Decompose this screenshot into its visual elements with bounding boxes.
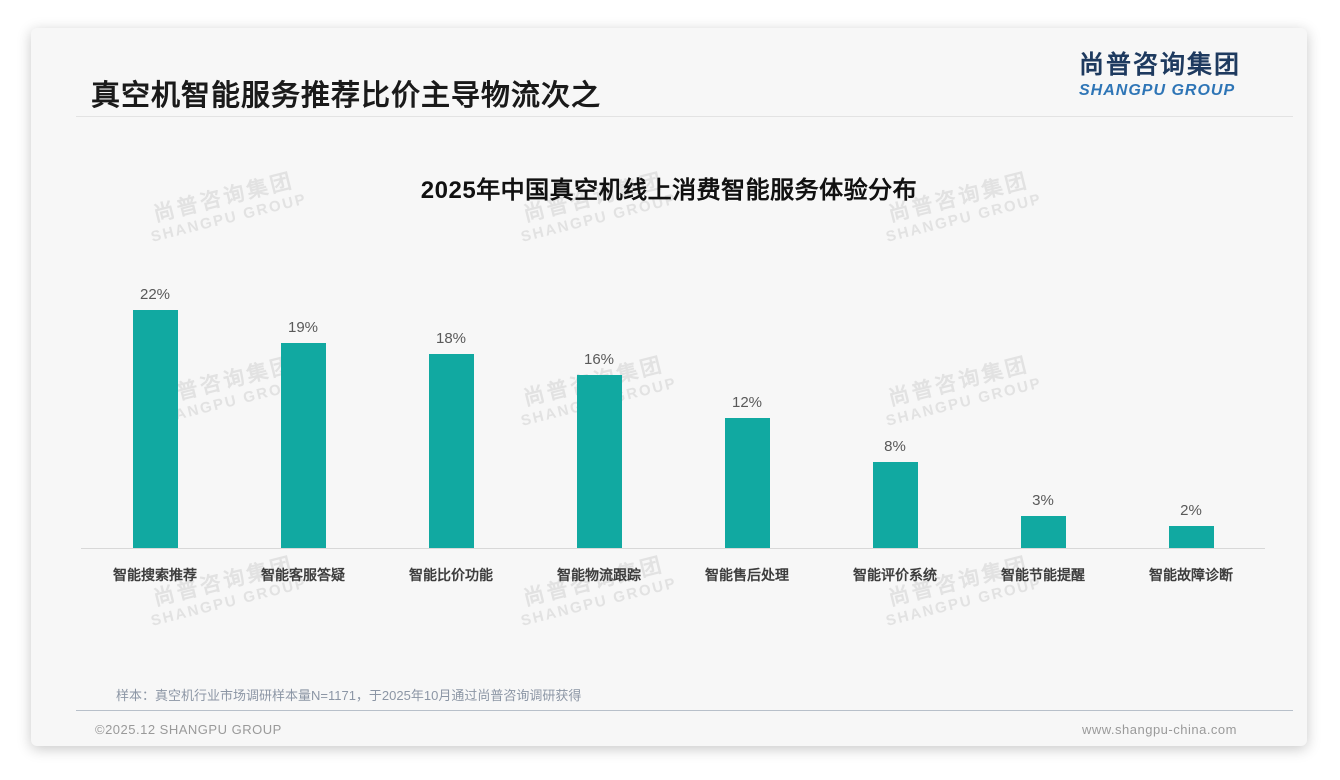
bar-group: 22% [81,278,229,548]
footer-divider [76,710,1293,711]
title-divider [76,116,1293,117]
sample-footnote: 样本：真空机行业市场调研样本量N=1171，于2025年10月通过尚普咨询调研获… [116,688,582,703]
bar-value-label: 16% [583,351,615,368]
x-axis-tick-label: 智能搜索推荐 [113,567,197,583]
bar-value-label: 18% [435,330,467,347]
x-axis-tick-label: 智能客服答疑 [261,567,345,583]
bar [576,375,622,548]
bar [132,310,178,548]
bar [724,418,770,548]
x-axis-line [81,548,1265,549]
bar-value-label: 12% [731,394,763,411]
x-axis-tick-label: 智能物流跟踪 [557,567,641,583]
x-axis-tick-label: 智能故障诊断 [1149,567,1233,583]
x-axis-tick-label: 智能评价系统 [853,567,937,583]
copyright-text: ©2025.12 SHANGPU GROUP [95,722,282,737]
bar-group: 2% [1117,278,1265,548]
bar-value-label: 8% [884,438,906,455]
chart-title: 2025年中国真空机线上消费智能服务体验分布 [420,177,918,204]
x-axis-tick-label: 智能比价功能 [409,567,493,583]
bar [280,343,326,548]
bar-value-label: 3% [1032,492,1054,509]
bar-chart-plot: 22% 19% 18% 16% 12% 8% 3% 2% [81,278,1265,548]
logo-chinese-text: 尚普咨询集团 [1078,51,1241,79]
bar [1168,526,1214,548]
bar-group: 19% [229,278,377,548]
bar-group: 12% [673,278,821,548]
bar-value-label: 19% [287,319,319,336]
bar-group: 18% [377,278,525,548]
bar-group: 16% [525,278,673,548]
website-url: www.shangpu-china.com [1081,722,1237,737]
x-axis-labels: 智能搜索推荐 智能客服答疑 智能比价功能 智能物流跟踪 智能售后处理 智能评价系统 智能节能… [81,565,1265,585]
bar [872,462,918,548]
page-title: 真空机智能服务推荐比价主导物流次之 [91,80,602,112]
company-logo: 尚普咨询集团 SHANGPU GROUP [1078,51,1241,99]
x-axis-tick-label: 智能售后处理 [705,567,789,583]
bar [428,354,474,548]
bar-group: 8% [821,278,969,548]
x-axis-tick-label: 智能节能提醒 [1001,567,1085,583]
report-card: 尚普咨询集团 SHANGPU GROUP 尚普咨询集团 SHANGPU GROUP 尚普… [31,28,1307,746]
logo-english-text: SHANGPU GROUP [1078,81,1236,99]
bar [1020,516,1066,548]
footer-bar: ©2025.12 SHANGPU GROUP www.shangpu-china… [95,722,1237,737]
bar-group: 3% [969,278,1117,548]
bar-value-label: 2% [1180,502,1202,519]
bar-value-label: 22% [139,286,171,303]
